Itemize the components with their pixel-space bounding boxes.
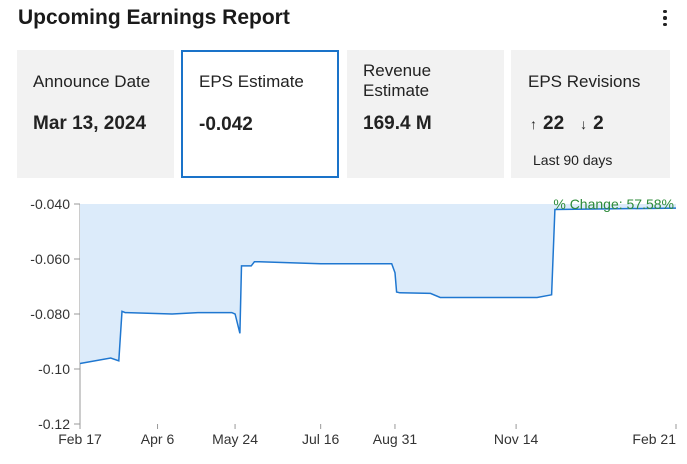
eps-series-line: [79, 207, 677, 365]
eps-estimate-chart[interactable]: -0.040 -0.060 -0.080 -0.10 -0.12 Feb 17 Apr 6…: [0, 190, 687, 464]
x-tick-label: Apr 6: [141, 431, 175, 447]
eps-area-fill: [80, 204, 676, 364]
kebab-dot: [663, 22, 667, 27]
eps-estimate-value: -0.042: [199, 114, 253, 135]
revisions-down-count: 2: [593, 113, 604, 134]
revenue-estimate-value: 169.4 M: [363, 113, 432, 134]
arrow-up-icon: ↑: [530, 116, 537, 132]
y-tick-label: -0.080: [30, 306, 70, 322]
revenue-estimate-card[interactable]: Revenue Estimate 169.4 M: [347, 50, 504, 178]
x-tick-label: Feb 17: [58, 431, 102, 447]
eps-revisions-counts: ↑ 22 ↓ 2: [530, 113, 604, 135]
y-axis: -0.040 -0.060 -0.080 -0.10 -0.12: [30, 196, 81, 432]
announce-date-label: Announce Date: [33, 72, 151, 91]
revenue-estimate-label: Revenue Estimate: [363, 61, 432, 100]
x-tick-label: Aug 31: [373, 431, 418, 447]
x-axis: Feb 17 Apr 6 May 24 Jul 16 Aug 31 Nov 14 Feb 2…: [58, 424, 677, 447]
y-tick-label: -0.10: [38, 361, 70, 377]
kebab-menu-icon[interactable]: [655, 6, 675, 30]
x-tick-label: Feb 21: [632, 431, 676, 447]
eps-revisions-label: EPS Revisions: [528, 72, 641, 91]
announce-date-card[interactable]: Announce Date Mar 13, 2024: [17, 50, 174, 178]
y-tick-label: -0.12: [38, 416, 70, 432]
eps-revisions-card[interactable]: EPS Revisions ↑ 22 ↓ 2 Last 90 days: [511, 50, 670, 178]
page-title: Upcoming Earnings Report: [18, 6, 290, 29]
eps-revisions-period: Last 90 days: [533, 152, 613, 168]
arrow-down-icon: ↓: [580, 116, 588, 132]
announce-date-value: Mar 13, 2024: [33, 113, 147, 134]
kebab-dot: [663, 9, 667, 14]
eps-estimate-label: EPS Estimate: [199, 72, 304, 91]
x-tick-label: May 24: [212, 431, 258, 447]
percent-change-label: % Change: 57.58%: [553, 196, 674, 212]
x-tick-label: Jul 16: [302, 431, 340, 447]
x-tick-label: Nov 14: [494, 431, 539, 447]
eps-estimate-card[interactable]: EPS Estimate -0.042: [181, 50, 339, 178]
kebab-dot: [663, 16, 667, 20]
revisions-up-count: 22: [543, 113, 565, 134]
y-tick-label: -0.040: [30, 196, 70, 212]
y-tick-label: -0.060: [30, 251, 70, 267]
